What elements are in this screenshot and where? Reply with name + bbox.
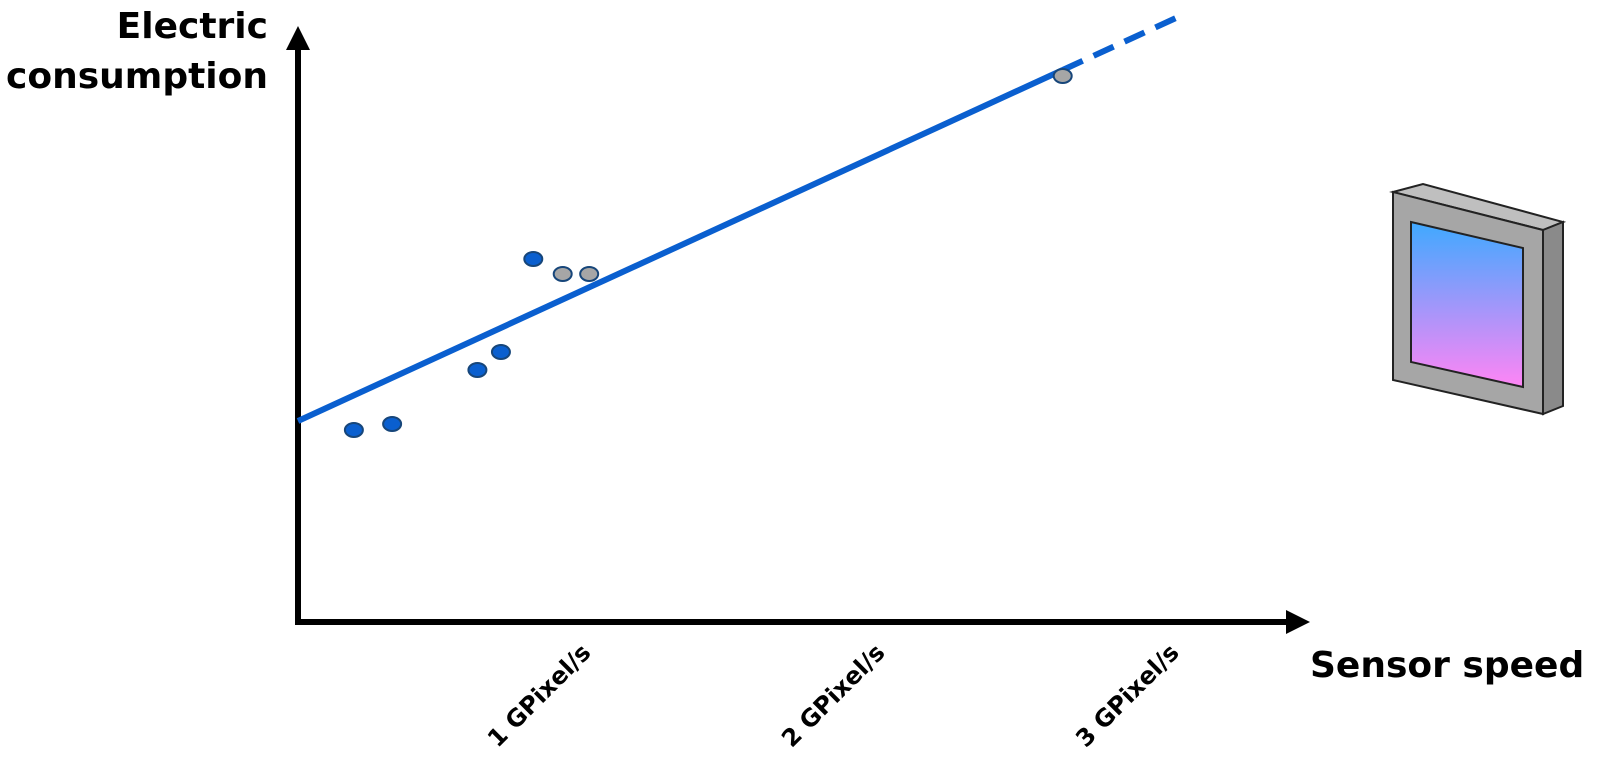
y-axis-title-line-1: Electric <box>117 6 268 47</box>
x-tick-label: 3 GPixel/s <box>1070 638 1184 752</box>
sensor-frame-side <box>1542 220 1564 416</box>
x-tick-label: 1 GPixel/s <box>482 638 596 752</box>
data-point <box>552 266 573 282</box>
data-point <box>1052 68 1073 84</box>
data-point <box>490 344 511 360</box>
axes <box>286 26 1310 634</box>
data-point <box>467 362 488 378</box>
data-points <box>343 68 1073 438</box>
x-tick-label: 2 GPixel/s <box>776 638 890 752</box>
y-axis-title-line-2: consumption <box>6 56 268 97</box>
trend-line-group <box>296 13 1182 424</box>
image-sensor-icon <box>1389 182 1567 416</box>
x-axis-arrow <box>1286 610 1310 634</box>
data-point <box>579 266 600 282</box>
data-point <box>343 422 364 438</box>
x-tick-labels: 1 GPixel/s 2 GPixel/s 3 GPixel/s <box>482 638 1185 752</box>
trend-line-extension <box>1061 13 1182 73</box>
sensor-surface <box>1410 220 1524 389</box>
data-point <box>382 416 403 432</box>
y-axis-arrow <box>286 26 310 50</box>
data-point <box>523 251 544 267</box>
trend-line <box>296 67 1064 424</box>
x-axis-title: Sensor speed <box>1310 645 1584 686</box>
